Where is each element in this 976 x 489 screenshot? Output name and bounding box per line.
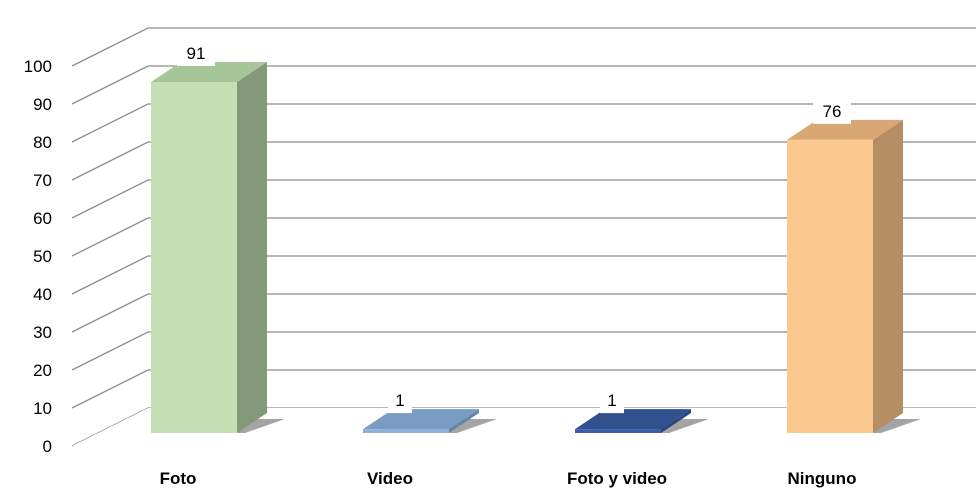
bar-front xyxy=(151,82,237,433)
data-label-box xyxy=(388,387,412,414)
bar-1 xyxy=(151,62,285,433)
y-tick-label: 0 xyxy=(43,437,52,456)
y-tick-label: 100 xyxy=(24,57,52,76)
bar-top xyxy=(363,409,479,430)
bar-3 xyxy=(575,409,709,433)
gridline xyxy=(71,369,976,409)
gridline xyxy=(71,179,976,219)
category-label: Ninguno xyxy=(788,469,857,488)
bar-top xyxy=(575,409,691,430)
data-label: 91 xyxy=(187,44,206,63)
y-tick-label: 20 xyxy=(33,361,52,380)
data-label-box xyxy=(177,40,215,66)
bar-front xyxy=(575,429,661,433)
data-label: 1 xyxy=(607,391,616,410)
bar-side xyxy=(661,409,691,433)
data-label: 1 xyxy=(395,391,404,410)
gridline xyxy=(71,141,976,181)
y-tick-label: 50 xyxy=(33,247,52,266)
y-tick-label: 40 xyxy=(33,285,52,304)
bar-side xyxy=(873,119,903,433)
gridline xyxy=(71,255,976,295)
labels: 0 10 20 30 40 50 60 70 80 90 100 91 Foto 1 Video 1 Foto … xyxy=(24,40,857,488)
bar-side xyxy=(449,409,479,433)
gridline xyxy=(71,293,976,333)
category-label: Foto xyxy=(160,469,197,488)
bar-front xyxy=(363,429,449,433)
gridline xyxy=(71,217,976,257)
bar-front xyxy=(787,139,873,433)
category-label: Foto y video xyxy=(567,469,667,488)
bar-4 xyxy=(787,119,921,433)
bar-top xyxy=(787,119,903,140)
bar-2 xyxy=(363,409,497,433)
y-tick-label: 90 xyxy=(33,95,52,114)
data-label: 76 xyxy=(823,102,842,121)
y-tick-label: 10 xyxy=(33,399,52,418)
y-tick-label: 30 xyxy=(33,323,52,342)
gridline xyxy=(71,103,976,143)
gridline xyxy=(71,65,976,105)
gridlines xyxy=(71,27,976,452)
floor xyxy=(72,408,976,452)
data-label-box xyxy=(813,97,851,124)
bars xyxy=(151,62,921,433)
bar-side xyxy=(237,62,267,433)
y-tick-label: 70 xyxy=(33,171,52,190)
y-tick-label: 80 xyxy=(33,133,52,152)
category-label: Video xyxy=(367,469,413,488)
y-tick-label: 60 xyxy=(33,209,52,228)
gridline xyxy=(71,331,976,371)
data-label-box xyxy=(600,387,624,414)
bar-top xyxy=(151,62,267,82)
gridline xyxy=(71,27,976,67)
